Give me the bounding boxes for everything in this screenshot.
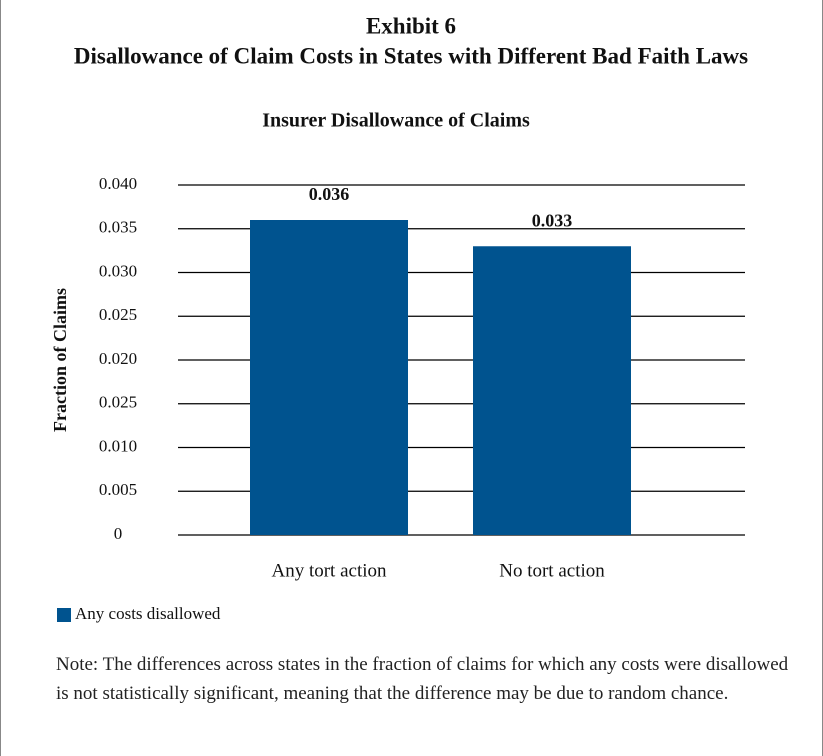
y-tick-label: 0.010 [99,436,137,455]
x-tick-label: No tort action [499,560,605,581]
x-tick-label: Any tort action [271,560,387,581]
note: Note: The differences across states in t… [56,654,789,704]
y-tick-label: 0.035 [99,218,137,237]
exhibit-subtitle: Disallowance of Claim Costs in States wi… [74,43,748,68]
y-tick-label: 0.030 [99,261,137,280]
y-tick-label: 0.025 [99,305,137,324]
chart: Exhibit 6 Disallowance of Claim Costs in… [50,13,748,623]
chart-title: Insurer Disallowance of Claims [262,110,530,132]
bar [250,220,408,535]
y-tick-label: 0.025 [99,393,137,412]
data-label: 0.036 [309,184,350,204]
y-tick-label: 0.040 [99,174,137,193]
y-tick-label: 0.020 [99,349,137,368]
exhibit-title: Exhibit 6 [366,13,456,38]
y-tick-label: 0.005 [99,480,137,499]
bar [473,246,631,535]
y-tick-label: 0 [114,524,123,543]
legend-label: Any costs disallowed [75,604,221,623]
y-axis-label: Fraction of Claims [50,288,70,432]
legend-swatch [57,608,71,622]
data-label: 0.033 [532,210,573,230]
